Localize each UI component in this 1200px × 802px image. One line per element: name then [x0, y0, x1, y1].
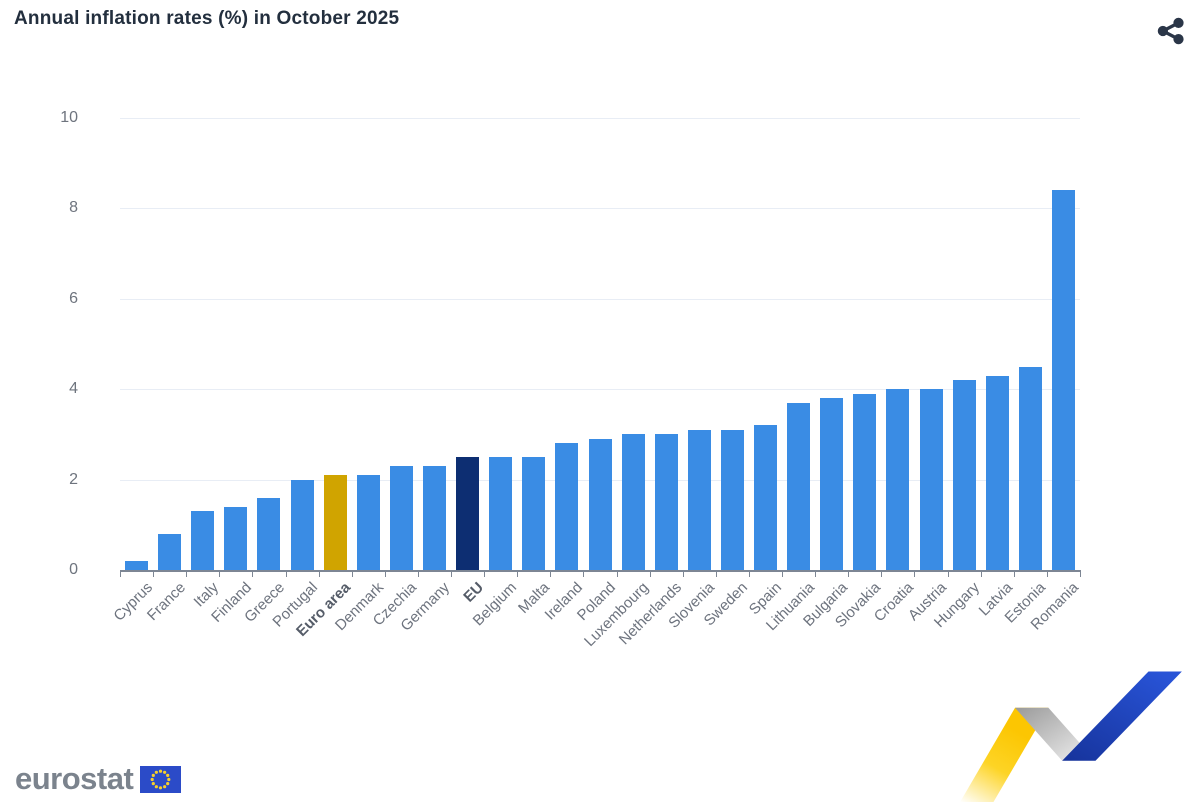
- bar-sweden[interactable]: [720, 429, 744, 570]
- y-axis-label: 0: [69, 561, 78, 578]
- y-axis-label: 8: [69, 199, 78, 217]
- bar-france[interactable]: [158, 533, 182, 570]
- x-axis-tick: [914, 572, 916, 577]
- bar-chart: 0 2 4 6 8 10 Cyprus France Italy Finland Greece Por…: [60, 109, 1082, 650]
- bar-bulgaria[interactable]: [820, 398, 844, 570]
- bar-portugal[interactable]: [290, 479, 314, 570]
- x-axis-tick: [120, 572, 121, 577]
- share-icon: [1157, 17, 1184, 45]
- x-axis-tick: [384, 572, 386, 577]
- x-axis-tick: [848, 572, 850, 577]
- bar-slovakia[interactable]: [853, 393, 877, 570]
- bar-germany[interactable]: [422, 466, 446, 570]
- gridline-8: [120, 208, 1080, 210]
- x-axis-tick: [980, 572, 982, 577]
- bar-netherlands[interactable]: [654, 434, 678, 570]
- bar-latvia[interactable]: [985, 375, 1009, 570]
- bar-cyprus[interactable]: [125, 560, 149, 570]
- x-axis-tick: [682, 572, 684, 577]
- x-axis-tick: [285, 572, 287, 577]
- y-axis-label: 4: [69, 380, 78, 398]
- x-axis-line: [120, 570, 1081, 572]
- gridline-4: [120, 389, 1080, 391]
- bar-ireland[interactable]: [555, 443, 579, 570]
- bar-spain[interactable]: [754, 425, 778, 570]
- x-axis-tick: [517, 572, 519, 577]
- x-axis-tick: [252, 572, 254, 577]
- gridline-6: [120, 298, 1080, 300]
- eurostat-ribbon-logo: [960, 671, 1182, 802]
- x-axis-tick: [417, 572, 419, 577]
- x-axis-tick: [550, 572, 552, 577]
- bar-belgium[interactable]: [489, 457, 513, 570]
- page-title: Annual inflation rates (%) in October 20…: [14, 8, 400, 29]
- x-axis-tick: [318, 572, 320, 577]
- x-axis-tick: [583, 572, 585, 577]
- eurostat-wordmark: eurostat: [15, 760, 134, 796]
- x-axis-tick: [815, 572, 817, 577]
- bar-poland[interactable]: [588, 438, 612, 570]
- bar-romania[interactable]: [1051, 190, 1075, 570]
- bar-euro-area[interactable]: [323, 475, 347, 570]
- y-axis-label: 2: [69, 470, 78, 488]
- bar-estonia[interactable]: [1018, 366, 1042, 570]
- bar-finland[interactable]: [224, 506, 248, 570]
- x-axis-tick: [153, 572, 155, 577]
- x-axis-tick: [947, 572, 949, 577]
- eu-flag-icon: [140, 766, 182, 793]
- bar-eu[interactable]: [456, 457, 480, 570]
- bar-czechia[interactable]: [389, 466, 413, 570]
- bar-austria[interactable]: [919, 389, 943, 570]
- bar-lithuania[interactable]: [787, 402, 811, 570]
- x-axis-tick: [715, 572, 717, 577]
- y-axis-label: 6: [69, 289, 78, 307]
- x-axis-tick: [484, 572, 486, 577]
- x-axis-tick: [1046, 572, 1048, 577]
- bar-luxembourg[interactable]: [621, 434, 645, 570]
- eurostat-logo: eurostat: [15, 758, 182, 798]
- x-axis-tick: [451, 572, 453, 577]
- x-axis-tick: [881, 572, 883, 577]
- bar-greece[interactable]: [257, 497, 281, 570]
- x-axis-tick: [1013, 572, 1015, 577]
- x-axis-tick: [616, 572, 618, 577]
- gridline-10: [120, 118, 1080, 119]
- bar-italy[interactable]: [191, 511, 215, 570]
- x-axis-tick: [748, 572, 750, 577]
- bar-hungary[interactable]: [952, 380, 976, 570]
- bar-croatia[interactable]: [886, 389, 910, 570]
- bar-slovenia[interactable]: [687, 429, 711, 570]
- share-button[interactable]: [1156, 16, 1186, 46]
- x-axis-tick: [219, 572, 221, 577]
- x-axis-tick: [351, 572, 353, 577]
- x-axis-tick: [782, 572, 784, 577]
- x-axis-tick: [1080, 572, 1081, 577]
- bar-denmark[interactable]: [356, 475, 380, 570]
- x-axis-tick: [186, 572, 188, 577]
- bar-malta[interactable]: [522, 457, 546, 570]
- x-axis-tick: [649, 572, 651, 577]
- y-axis-label: 10: [60, 109, 78, 126]
